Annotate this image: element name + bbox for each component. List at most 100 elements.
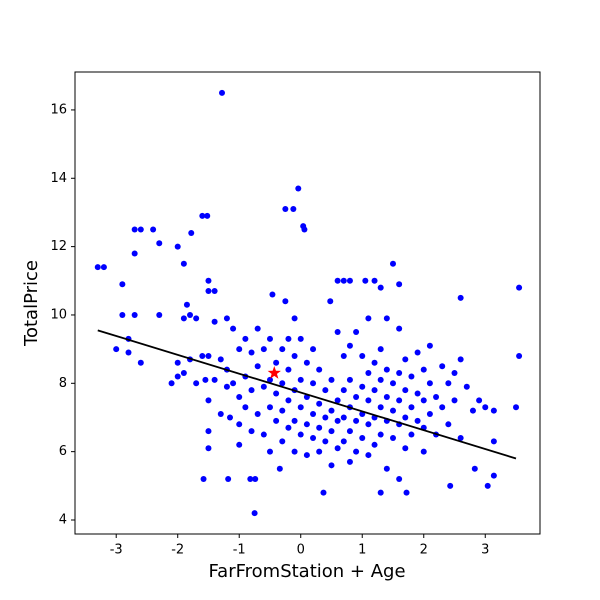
point — [260, 383, 267, 390]
point — [266, 404, 273, 411]
point — [230, 325, 237, 332]
point — [371, 277, 378, 284]
point — [377, 404, 384, 411]
point — [328, 407, 335, 414]
point — [426, 342, 433, 349]
point — [236, 393, 243, 400]
point — [251, 510, 258, 517]
point — [426, 380, 433, 387]
point — [225, 475, 232, 482]
point — [396, 325, 403, 332]
point — [340, 352, 347, 359]
point — [168, 380, 175, 387]
y-tick-label: 12 — [50, 239, 67, 254]
point — [217, 411, 224, 418]
point — [285, 397, 292, 404]
point — [402, 414, 409, 421]
point — [248, 387, 255, 394]
point — [254, 411, 261, 418]
point — [174, 359, 181, 366]
point — [219, 89, 226, 96]
point — [291, 352, 298, 359]
point — [137, 226, 144, 233]
x-tick-label: 2 — [420, 543, 428, 558]
point — [223, 383, 230, 390]
point — [236, 421, 243, 428]
point — [353, 417, 360, 424]
point — [408, 431, 415, 438]
point — [396, 475, 403, 482]
point — [402, 356, 409, 363]
point — [282, 206, 289, 213]
point — [205, 352, 212, 359]
point — [266, 376, 273, 383]
point — [156, 240, 163, 247]
point — [328, 428, 335, 435]
point — [353, 393, 360, 400]
point — [199, 212, 206, 219]
point — [303, 421, 310, 428]
point — [282, 298, 289, 305]
point — [94, 264, 101, 271]
point — [295, 185, 302, 192]
point — [273, 417, 280, 424]
point — [490, 407, 497, 414]
point — [377, 431, 384, 438]
plot-frame — [74, 71, 541, 535]
point — [285, 366, 292, 373]
point — [188, 229, 195, 236]
point — [334, 277, 341, 284]
point — [276, 465, 283, 472]
point — [490, 472, 497, 479]
point — [254, 363, 261, 370]
point — [320, 489, 327, 496]
point — [513, 404, 520, 411]
point — [334, 445, 341, 452]
point — [463, 383, 470, 390]
point — [408, 404, 415, 411]
point — [340, 438, 347, 445]
point — [131, 226, 138, 233]
point — [516, 352, 523, 359]
point — [420, 448, 427, 455]
point — [451, 397, 458, 404]
point — [359, 383, 366, 390]
point — [451, 370, 458, 377]
point — [516, 284, 523, 291]
y-tick-label: 8 — [59, 376, 67, 391]
point — [402, 387, 409, 394]
point — [303, 452, 310, 459]
point — [310, 346, 317, 353]
y-tick-label: 14 — [50, 171, 67, 186]
point — [297, 431, 304, 438]
point — [174, 243, 181, 250]
point — [316, 366, 323, 373]
point — [365, 315, 372, 322]
y-tick-label: 10 — [50, 307, 67, 322]
point — [365, 452, 372, 459]
point — [131, 250, 138, 257]
point — [346, 458, 353, 465]
point — [297, 404, 304, 411]
point — [248, 428, 255, 435]
point — [119, 281, 126, 288]
point — [439, 363, 446, 370]
point — [301, 226, 308, 233]
point — [414, 349, 421, 356]
point — [447, 482, 454, 489]
point — [303, 359, 310, 366]
point — [217, 356, 224, 363]
point — [439, 404, 446, 411]
point — [290, 206, 297, 213]
point — [236, 441, 243, 448]
point — [211, 376, 218, 383]
point — [322, 438, 329, 445]
point — [389, 260, 396, 267]
point — [205, 428, 212, 435]
point — [359, 434, 366, 441]
point — [402, 445, 409, 452]
point — [297, 335, 304, 342]
point — [205, 277, 212, 284]
point — [273, 359, 280, 366]
